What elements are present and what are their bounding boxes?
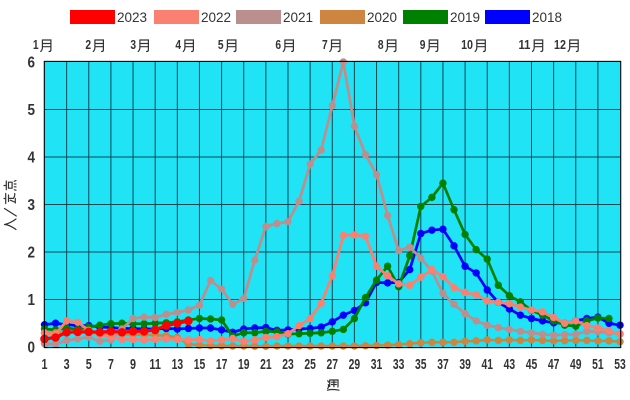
svg-text:5: 5 bbox=[86, 356, 92, 373]
svg-text:19: 19 bbox=[238, 356, 250, 373]
svg-text:51: 51 bbox=[592, 356, 604, 373]
svg-text:21: 21 bbox=[260, 356, 272, 373]
svg-text:6: 6 bbox=[275, 37, 281, 52]
svg-text:3: 3 bbox=[64, 356, 70, 373]
svg-text:5: 5 bbox=[218, 37, 224, 52]
svg-text:0: 0 bbox=[28, 340, 36, 357]
svg-text:53: 53 bbox=[614, 356, 626, 373]
svg-text:2023: 2023 bbox=[117, 10, 147, 25]
svg-text:27: 27 bbox=[327, 356, 339, 373]
svg-text:45: 45 bbox=[526, 356, 538, 373]
svg-text:11: 11 bbox=[519, 37, 531, 52]
svg-text:4: 4 bbox=[175, 37, 181, 52]
svg-text:3: 3 bbox=[130, 37, 136, 52]
svg-text:5: 5 bbox=[28, 102, 36, 119]
svg-text:49: 49 bbox=[570, 356, 582, 373]
svg-text:7: 7 bbox=[322, 37, 328, 52]
svg-text:3: 3 bbox=[28, 197, 36, 214]
svg-text:1: 1 bbox=[28, 292, 36, 309]
svg-text:1: 1 bbox=[42, 356, 48, 373]
svg-text:2019: 2019 bbox=[450, 10, 480, 25]
svg-text:23: 23 bbox=[282, 356, 294, 373]
svg-text:7: 7 bbox=[108, 356, 114, 373]
svg-text:41: 41 bbox=[481, 356, 493, 373]
svg-text:2020: 2020 bbox=[367, 10, 397, 25]
svg-text:47: 47 bbox=[548, 356, 560, 373]
svg-text:35: 35 bbox=[415, 356, 427, 373]
svg-text:43: 43 bbox=[504, 356, 516, 373]
svg-text:2: 2 bbox=[28, 245, 36, 262]
svg-text:25: 25 bbox=[304, 356, 316, 373]
svg-text:11: 11 bbox=[149, 356, 161, 373]
svg-text:12: 12 bbox=[554, 37, 566, 52]
svg-text:13: 13 bbox=[172, 356, 184, 373]
svg-text:9: 9 bbox=[420, 37, 426, 52]
svg-text:1: 1 bbox=[33, 37, 39, 52]
svg-text:4: 4 bbox=[28, 150, 36, 167]
svg-text:17: 17 bbox=[216, 356, 228, 373]
svg-text:9: 9 bbox=[130, 356, 136, 373]
svg-text:29: 29 bbox=[349, 356, 361, 373]
svg-text:2: 2 bbox=[85, 37, 91, 52]
svg-text:8: 8 bbox=[378, 37, 384, 52]
svg-text:10: 10 bbox=[461, 37, 473, 52]
svg-text:31: 31 bbox=[371, 356, 383, 373]
svg-text:37: 37 bbox=[437, 356, 449, 373]
svg-text:15: 15 bbox=[194, 356, 206, 373]
svg-text:2022: 2022 bbox=[201, 10, 231, 25]
svg-text:39: 39 bbox=[459, 356, 471, 373]
svg-text:6: 6 bbox=[28, 55, 36, 72]
svg-text:2018: 2018 bbox=[532, 10, 562, 25]
svg-text:33: 33 bbox=[393, 356, 405, 373]
svg-text:2021: 2021 bbox=[283, 10, 313, 25]
